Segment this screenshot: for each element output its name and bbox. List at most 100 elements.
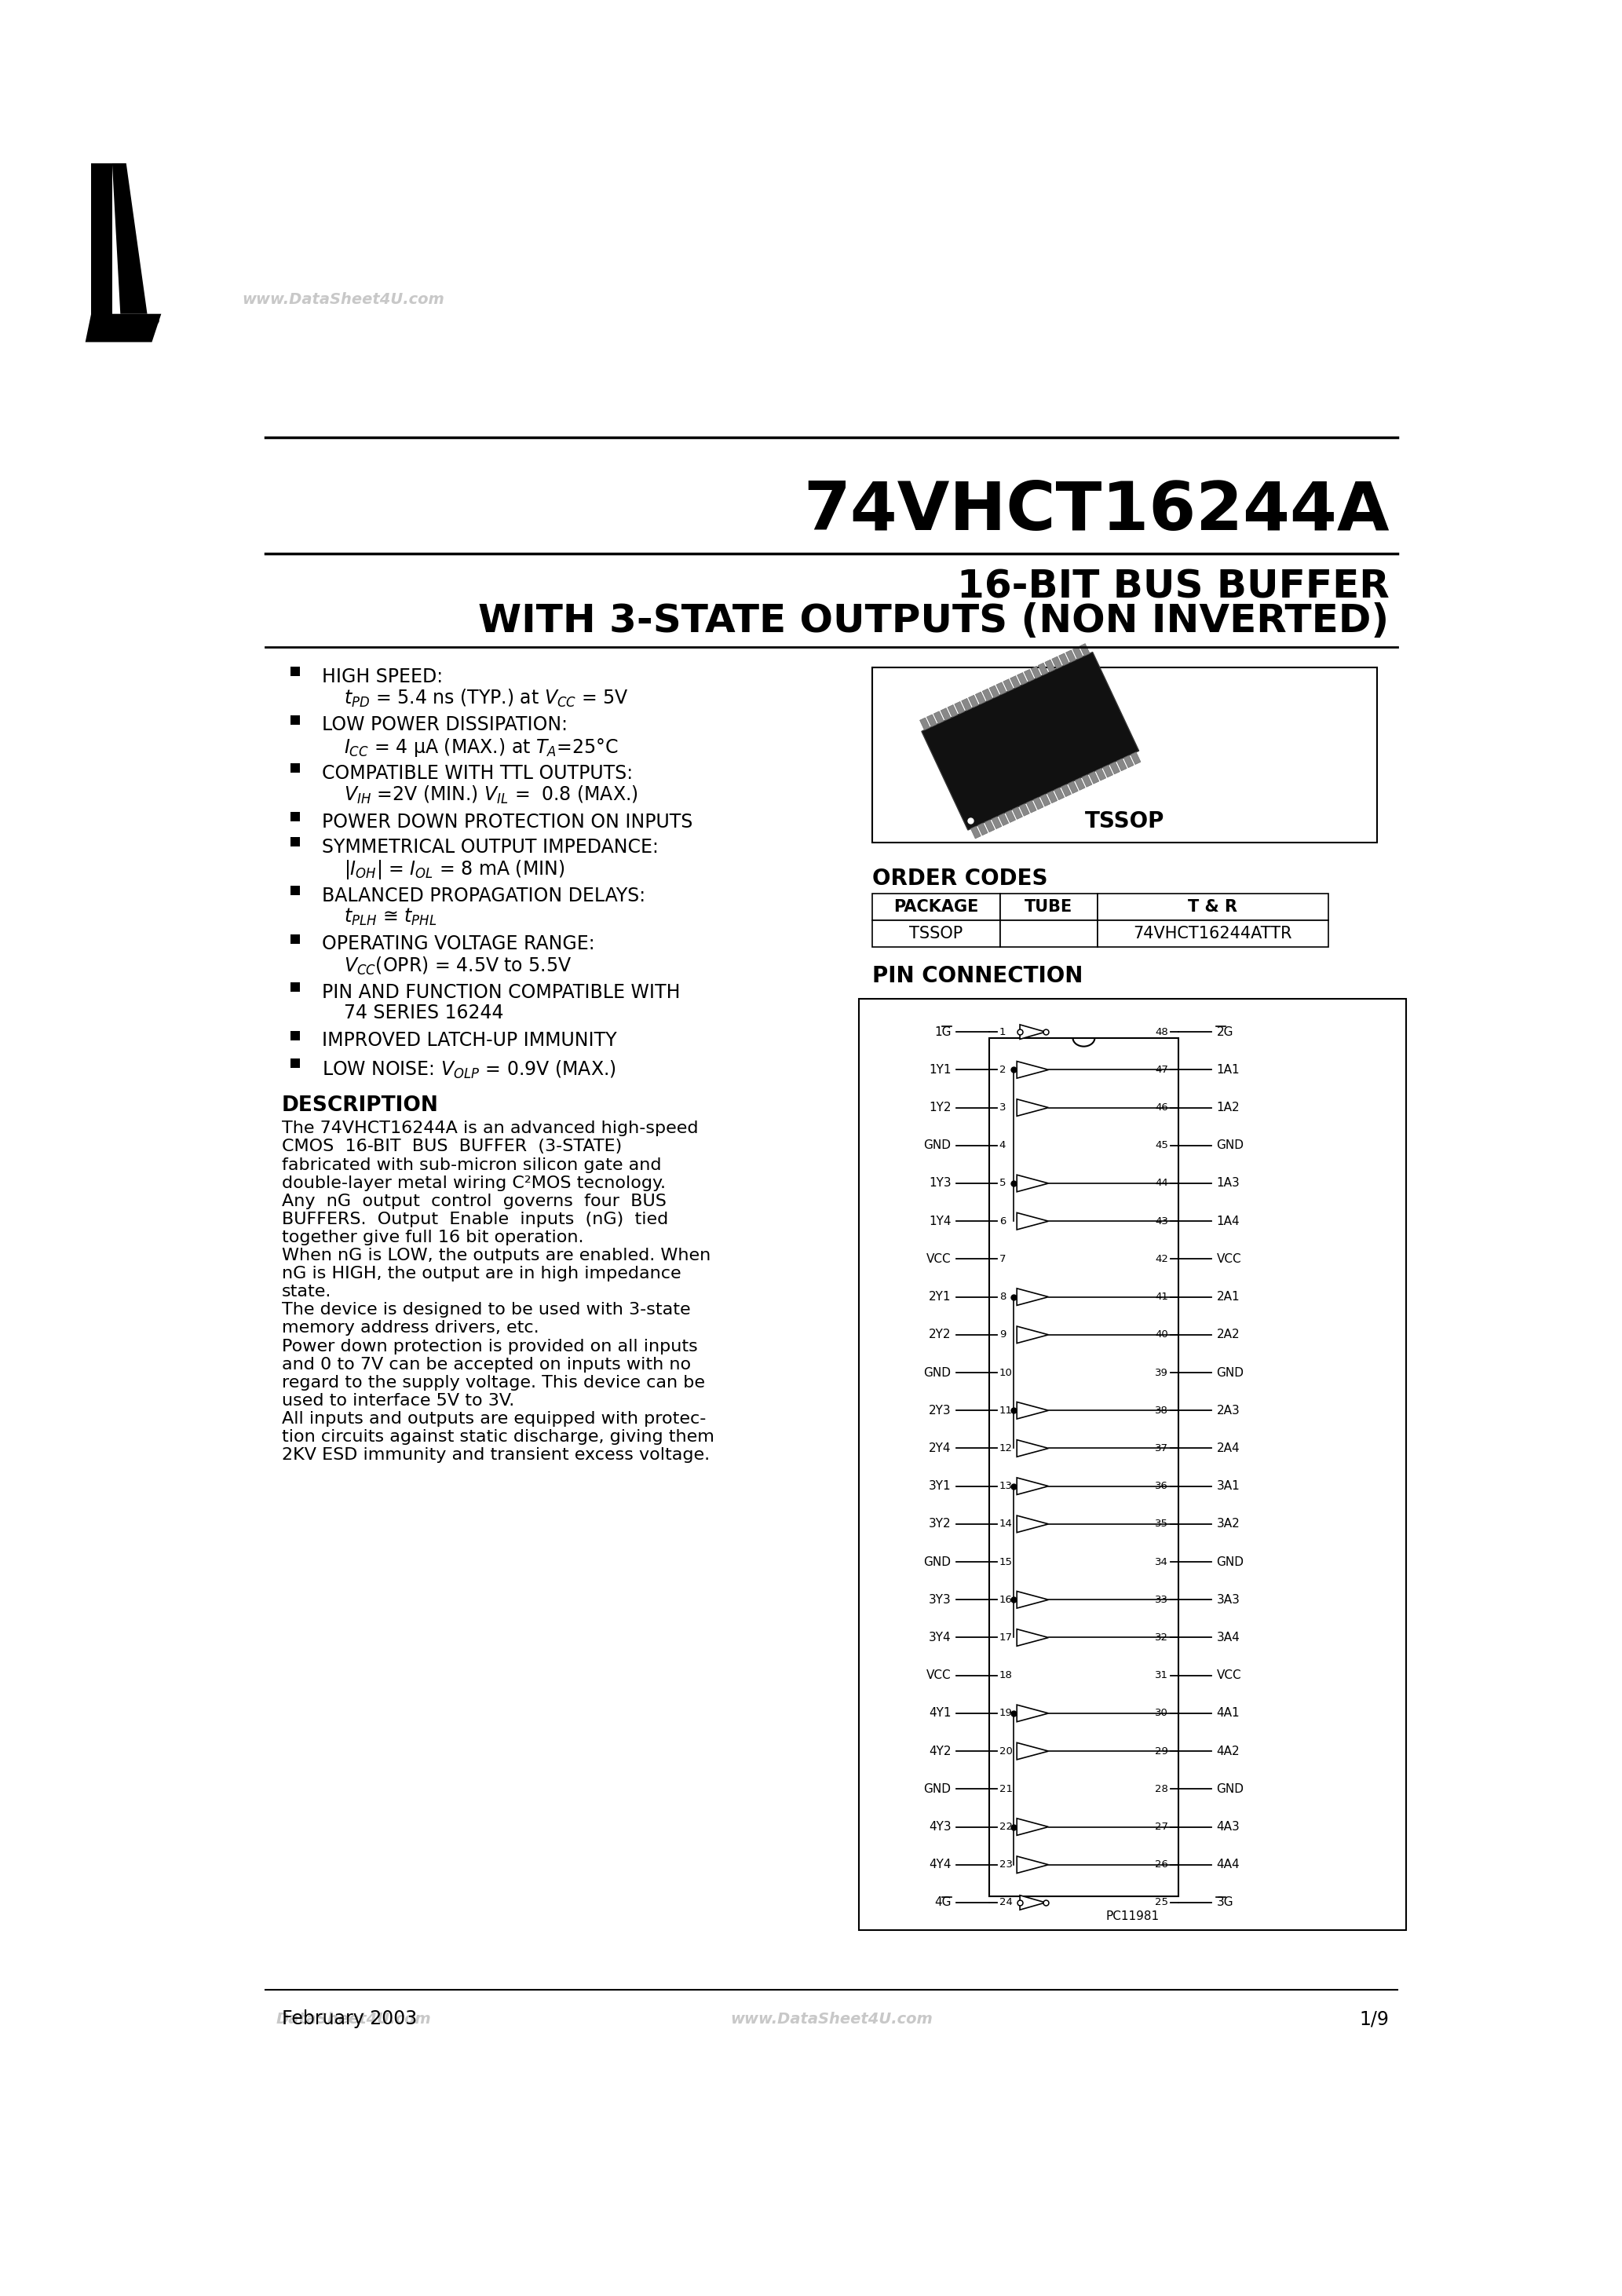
Polygon shape xyxy=(989,687,999,698)
Text: DataSheet4U.com: DataSheet4U.com xyxy=(276,2011,431,2027)
Text: $V_{IH}$ =2V (MIN.) $V_{IL}$ =  0.8 (MAX.): $V_{IH}$ =2V (MIN.) $V_{IL}$ = 0.8 (MAX.… xyxy=(344,785,639,806)
Text: 37: 37 xyxy=(1155,1444,1168,1453)
Text: 1/9: 1/9 xyxy=(1359,2009,1388,2027)
Polygon shape xyxy=(1048,790,1058,804)
Text: PC11981: PC11981 xyxy=(1106,1910,1160,1922)
Text: 3A2: 3A2 xyxy=(1216,1518,1239,1529)
Text: nG is HIGH, the output are in high impedance: nG is HIGH, the output are in high imped… xyxy=(282,1265,681,1281)
Text: The 74VHCT16244A is an advanced high-speed: The 74VHCT16244A is an advanced high-spe… xyxy=(282,1120,699,1137)
Text: 4Y3: 4Y3 xyxy=(929,1821,950,1832)
Text: 74 SERIES 16244: 74 SERIES 16244 xyxy=(344,1003,504,1022)
Text: TSSOP: TSSOP xyxy=(910,925,963,941)
Text: PIN AND FUNCTION COMPATIBLE WITH: PIN AND FUNCTION COMPATIBLE WITH xyxy=(323,983,680,1001)
Text: fabricated with sub-micron silicon gate and: fabricated with sub-micron silicon gate … xyxy=(282,1157,662,1173)
Bar xyxy=(999,893,1096,921)
Text: 3Y4: 3Y4 xyxy=(929,1632,950,1644)
Polygon shape xyxy=(1020,1894,1046,1910)
Text: 5: 5 xyxy=(999,1178,1006,1189)
Text: 2Y1: 2Y1 xyxy=(929,1290,950,1302)
Polygon shape xyxy=(926,714,938,728)
Polygon shape xyxy=(920,719,929,730)
Text: 4Y2: 4Y2 xyxy=(929,1745,950,1756)
Polygon shape xyxy=(1027,801,1036,813)
Bar xyxy=(873,893,999,921)
Text: $t_{PLH}$ ≅ $t_{PHL}$: $t_{PLH}$ ≅ $t_{PHL}$ xyxy=(344,907,436,928)
Text: ORDER CODES: ORDER CODES xyxy=(873,868,1048,891)
Text: 17: 17 xyxy=(999,1632,1012,1642)
Text: 34: 34 xyxy=(1155,1557,1168,1566)
Polygon shape xyxy=(975,691,986,705)
Text: 30: 30 xyxy=(1155,1708,1168,1717)
Text: 1A1: 1A1 xyxy=(1216,1063,1239,1075)
Text: 2A1: 2A1 xyxy=(1216,1290,1239,1302)
Polygon shape xyxy=(1017,1479,1048,1495)
Text: 74VHCT16244ATTR: 74VHCT16244ATTR xyxy=(1134,925,1293,941)
Text: Any  nG  output  control  governs  four  BUS: Any nG output control governs four BUS xyxy=(282,1194,667,1210)
Text: 43: 43 xyxy=(1155,1217,1168,1226)
Text: 3Y3: 3Y3 xyxy=(928,1593,950,1605)
Text: 22: 22 xyxy=(999,1821,1012,1832)
Text: together give full 16 bit operation.: together give full 16 bit operation. xyxy=(282,1231,584,1244)
Text: 1A4: 1A4 xyxy=(1216,1215,1239,1226)
Text: 7: 7 xyxy=(999,1254,1006,1265)
Text: 28: 28 xyxy=(1155,1784,1168,1793)
Polygon shape xyxy=(996,682,1006,696)
Text: 41: 41 xyxy=(1155,1293,1168,1302)
Polygon shape xyxy=(1017,1706,1048,1722)
Text: CMOS  16-BIT  BUS  BUFFER  (3-STATE): CMOS 16-BIT BUS BUFFER (3-STATE) xyxy=(282,1139,621,1155)
Text: 1Y4: 1Y4 xyxy=(929,1215,950,1226)
Polygon shape xyxy=(1116,758,1127,771)
Polygon shape xyxy=(954,703,965,714)
Text: 29: 29 xyxy=(1155,1745,1168,1756)
Polygon shape xyxy=(1061,785,1071,797)
Text: 3A1: 3A1 xyxy=(1216,1481,1239,1492)
Polygon shape xyxy=(1020,1024,1046,1040)
Polygon shape xyxy=(1067,781,1079,794)
Text: 4A4: 4A4 xyxy=(1216,1860,1239,1871)
Text: 45: 45 xyxy=(1155,1141,1168,1150)
Polygon shape xyxy=(1017,1591,1048,1607)
Polygon shape xyxy=(1124,755,1134,767)
Text: $I_{CC}$ = 4 μA (MAX.) at $T_{A}$=25°C: $I_{CC}$ = 4 μA (MAX.) at $T_{A}$=25°C xyxy=(344,737,618,758)
Polygon shape xyxy=(1033,797,1043,810)
Text: VCC: VCC xyxy=(926,1669,950,1681)
Text: HIGH SPEED:: HIGH SPEED: xyxy=(323,668,443,687)
Text: All inputs and outputs are equipped with protec-: All inputs and outputs are equipped with… xyxy=(282,1412,706,1426)
Polygon shape xyxy=(1103,765,1113,778)
Text: 23: 23 xyxy=(999,1860,1012,1869)
Polygon shape xyxy=(1017,1818,1048,1835)
Text: IMPROVED LATCH-UP IMMUNITY: IMPROVED LATCH-UP IMMUNITY xyxy=(323,1031,616,1049)
Polygon shape xyxy=(1017,1630,1048,1646)
Text: GND: GND xyxy=(1216,1139,1244,1150)
Text: 44: 44 xyxy=(1155,1178,1168,1189)
Polygon shape xyxy=(1023,670,1035,682)
Text: 48: 48 xyxy=(1155,1026,1168,1038)
Text: 35: 35 xyxy=(1155,1520,1168,1529)
Polygon shape xyxy=(1072,647,1083,659)
Text: T & R: T & R xyxy=(1187,900,1238,914)
Text: LOW NOISE: $V_{OLP}$ = 0.9V (MAX.): LOW NOISE: $V_{OLP}$ = 0.9V (MAX.) xyxy=(323,1058,616,1081)
Polygon shape xyxy=(1054,788,1064,799)
Polygon shape xyxy=(1017,1100,1048,1116)
Text: 11: 11 xyxy=(999,1405,1012,1417)
Text: 19: 19 xyxy=(999,1708,1012,1717)
Polygon shape xyxy=(1017,1061,1048,1079)
Polygon shape xyxy=(999,813,1009,827)
Text: VCC: VCC xyxy=(926,1254,950,1265)
Text: 26: 26 xyxy=(1155,1860,1168,1869)
Text: GND: GND xyxy=(1216,1366,1244,1378)
Polygon shape xyxy=(1017,1743,1048,1759)
Text: BALANCED PROPAGATION DELAYS:: BALANCED PROPAGATION DELAYS: xyxy=(323,886,646,905)
Text: 1Y3: 1Y3 xyxy=(929,1178,950,1189)
Polygon shape xyxy=(968,696,978,707)
Text: $t_{PD}$ = 5.4 ns (TYP.) at $V_{CC}$ = 5V: $t_{PD}$ = 5.4 ns (TYP.) at $V_{CC}$ = 5… xyxy=(344,689,629,709)
Text: COMPATIBLE WITH TTL OUTPUTS:: COMPATIBLE WITH TTL OUTPUTS: xyxy=(323,765,633,783)
Text: 74VHCT16244A: 74VHCT16244A xyxy=(803,480,1388,544)
Text: 36: 36 xyxy=(1155,1481,1168,1492)
Polygon shape xyxy=(1017,1327,1048,1343)
Text: 1A3: 1A3 xyxy=(1216,1178,1239,1189)
Polygon shape xyxy=(947,705,957,716)
Polygon shape xyxy=(1017,1440,1048,1456)
Text: 46: 46 xyxy=(1155,1102,1168,1114)
Text: 47: 47 xyxy=(1155,1065,1168,1075)
